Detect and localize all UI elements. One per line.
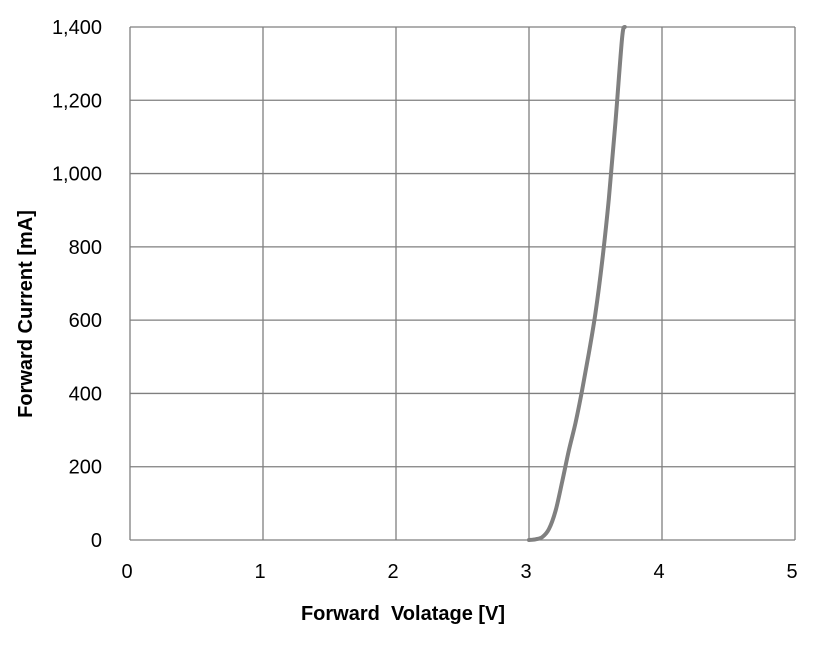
x-axis-title: Forward Volatage [V]	[301, 603, 505, 625]
grid	[129, 26, 796, 541]
x-tick-label: 5	[786, 561, 797, 583]
y-tick-label: 1,000	[52, 164, 102, 186]
y-axis-title: Forward Current [mA]	[15, 210, 37, 418]
x-tick-label: 3	[520, 561, 531, 583]
y-tick-label: 800	[69, 237, 102, 259]
x-tick-label: 4	[653, 561, 664, 583]
x-tick-label: 1	[254, 561, 265, 583]
series-layer	[527, 25, 627, 542]
y-tick-labels: 0 200 400 600 800 1,000 1,200 1,400	[52, 17, 102, 552]
x-tick-label: 2	[387, 561, 398, 583]
x-tick-labels: 0 1 2 3 4 5	[121, 561, 797, 583]
iv-curve-line	[527, 25, 627, 542]
y-tick-label: 1,400	[52, 17, 102, 39]
y-tick-label: 200	[69, 457, 102, 479]
x-tick-label: 0	[121, 561, 132, 583]
y-tick-label: 400	[69, 383, 102, 405]
y-tick-label: 1,200	[52, 90, 102, 112]
y-tick-label: 600	[69, 310, 102, 332]
y-tick-label: 0	[91, 530, 102, 552]
